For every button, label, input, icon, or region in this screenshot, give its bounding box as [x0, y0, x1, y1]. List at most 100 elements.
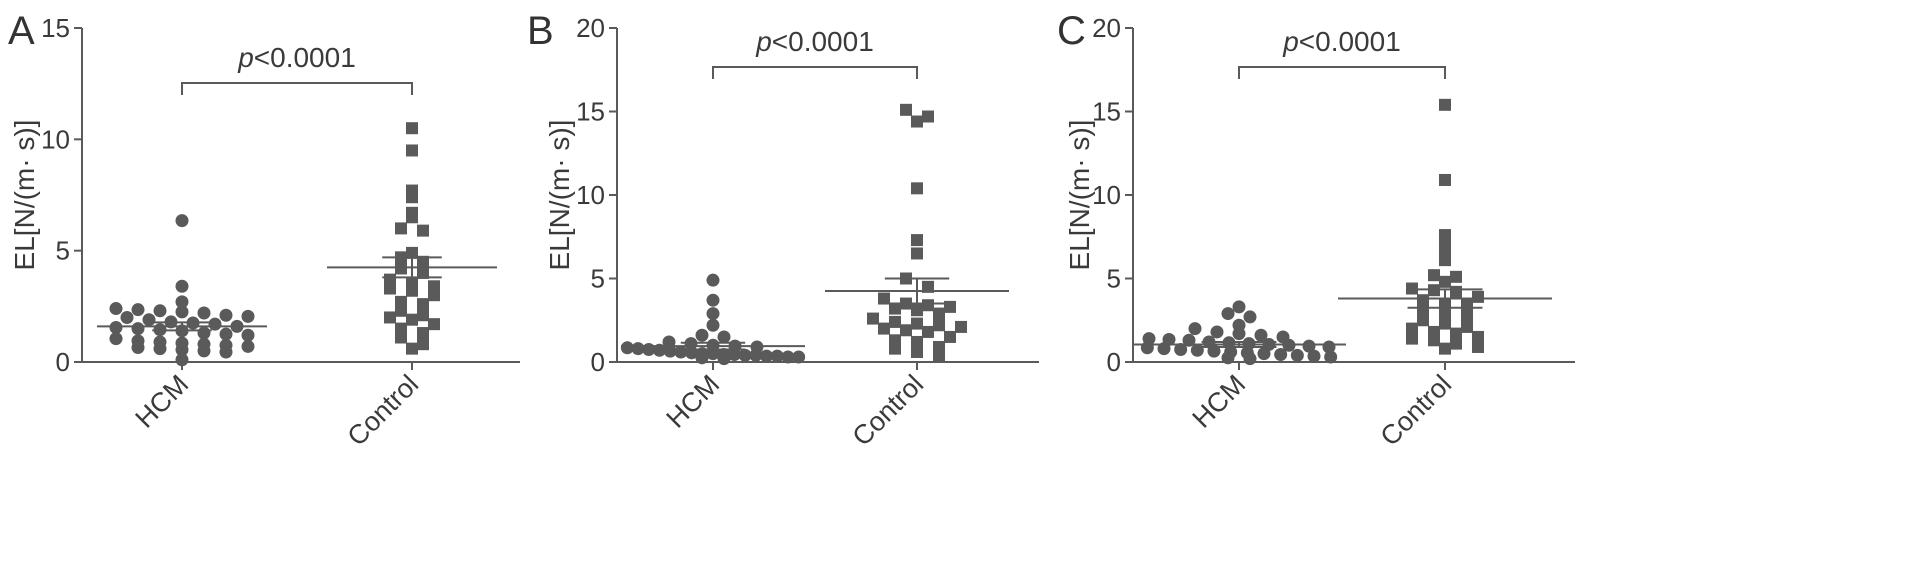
data-point-control — [944, 330, 956, 343]
data-point-hcm — [131, 322, 145, 336]
data-point-hcm — [131, 303, 145, 317]
data-point-control — [911, 345, 923, 358]
data-point-control — [1472, 340, 1484, 353]
data-point-control — [428, 280, 440, 293]
chart-b: B 0 5 10 15 20 EL[N/(m· s)] HCM Control p<0.0001 — [527, 9, 1039, 452]
data-point-control — [1406, 332, 1418, 345]
data-point-hcm — [1142, 332, 1156, 346]
data-point-hcm — [695, 328, 709, 342]
data-point-hcm — [241, 339, 255, 353]
data-point-control — [428, 318, 440, 331]
data-point-hcm — [717, 330, 731, 344]
significance-label: p<0.0001 — [237, 42, 356, 73]
x-tick-label: Control — [341, 369, 424, 452]
data-point-control — [1439, 98, 1451, 111]
x-tick-label: HCM — [1187, 369, 1252, 434]
data-point-control — [406, 144, 418, 157]
panel-a: A 0 5 10 15 EL[N/(m· s)] HCM Control p<0.0001 — [0, 0, 520, 561]
data-point-control — [1439, 342, 1451, 355]
data-point-control — [406, 278, 418, 291]
data-point-control — [922, 325, 934, 338]
data-point-hcm — [1162, 332, 1176, 346]
data-point-hcm — [1188, 322, 1202, 336]
data-point-control — [889, 302, 901, 315]
significance-bracket — [181, 82, 413, 95]
data-point-control — [1417, 294, 1429, 307]
data-point-hcm — [175, 353, 189, 367]
y-tick-label: 15 — [41, 13, 70, 43]
data-point-hcm — [706, 293, 720, 307]
data-point-hcm — [706, 307, 720, 321]
data-point-control — [1461, 299, 1473, 312]
data-point-hcm — [717, 347, 731, 361]
data-point-hcm — [1276, 330, 1290, 344]
data-point-hcm — [109, 320, 123, 334]
panel-letter: A — [8, 9, 35, 53]
data-point-hcm — [1174, 342, 1188, 356]
data-point-control — [911, 115, 923, 128]
significance-bracket — [712, 66, 918, 79]
data-point-hcm — [197, 337, 211, 351]
data-point-hcm — [1302, 339, 1316, 353]
y-tick-label: 10 — [1092, 180, 1121, 210]
data-point-control — [933, 307, 945, 320]
y-tick-label: 10 — [576, 180, 605, 210]
data-point-hcm — [792, 350, 806, 364]
data-point-control — [933, 319, 945, 332]
data-point-control — [406, 122, 418, 135]
data-point-hcm — [175, 336, 189, 350]
data-point-control — [911, 247, 923, 260]
data-point-hcm — [120, 310, 134, 324]
data-point-control — [922, 110, 934, 123]
data-point-hcm — [706, 318, 720, 332]
data-point-control — [1439, 249, 1451, 262]
data-point-control — [911, 182, 923, 195]
panel-c: C 0 5 10 15 20 EL[N/(m· s)] HCM Control p<0.0001 — [1055, 0, 1575, 561]
data-point-control — [889, 315, 901, 328]
data-point-hcm — [781, 350, 795, 364]
data-point-control — [406, 313, 418, 326]
data-point-control — [1406, 322, 1418, 335]
data-point-control — [878, 322, 890, 335]
data-point-hcm — [175, 279, 189, 293]
data-point-hcm — [142, 313, 156, 327]
data-point-control — [955, 320, 967, 333]
x-tick-label: HCM — [661, 369, 726, 434]
data-point-control — [1461, 320, 1473, 333]
data-point-control — [1428, 269, 1440, 282]
y-tick-label: 10 — [41, 124, 70, 154]
y-tick-label: 0 — [591, 347, 605, 377]
data-point-hcm — [1232, 300, 1246, 314]
data-point-hcm — [197, 306, 211, 320]
data-point-control — [417, 338, 429, 351]
y-tick-label: 15 — [1092, 97, 1121, 127]
y-tick-label: 5 — [1107, 264, 1121, 294]
data-point-hcm — [175, 214, 189, 228]
data-point-control — [911, 335, 923, 348]
data-point-hcm — [241, 328, 255, 342]
x-tick-label: Control — [846, 369, 929, 452]
data-point-control — [911, 317, 923, 330]
data-point-control — [417, 266, 429, 279]
data-point-hcm — [241, 309, 255, 323]
x-tick-label: Control — [1374, 369, 1457, 452]
data-point-control — [417, 327, 429, 340]
y-tick-label: 20 — [1092, 13, 1121, 43]
data-point-hcm — [1254, 328, 1268, 342]
y-axis-title: EL[N/(m· s)] — [1064, 120, 1095, 271]
y-tick-label: 20 — [576, 13, 605, 43]
data-point-control — [406, 206, 418, 219]
data-point-control — [1417, 305, 1429, 318]
data-point-hcm — [1243, 310, 1257, 324]
data-point-hcm — [1210, 325, 1224, 339]
data-point-hcm — [153, 304, 167, 318]
data-point-hcm — [1322, 340, 1336, 354]
data-point-hcm — [175, 305, 189, 319]
y-axis-title: EL[N/(m· s)] — [9, 120, 40, 271]
data-point-control — [384, 311, 396, 324]
y-tick-label: 0 — [56, 347, 70, 377]
y-tick-label: 0 — [1107, 347, 1121, 377]
data-point-control — [417, 298, 429, 311]
panel-b: B 0 5 10 15 20 EL[N/(m· s)] HCM Control p<0.0001 — [525, 0, 1045, 561]
